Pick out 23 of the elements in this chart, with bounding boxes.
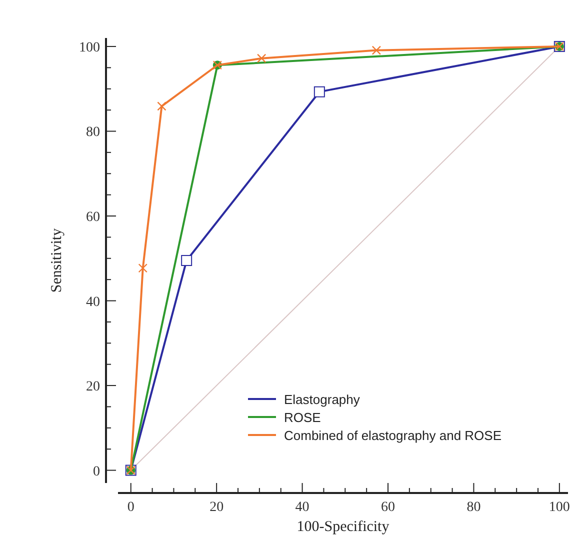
x-tick-label: 20 bbox=[210, 500, 224, 515]
point bbox=[256, 54, 266, 63]
x-tick-label: 80 bbox=[466, 500, 481, 515]
legend-label: Combined of elastography and ROSE bbox=[284, 428, 502, 443]
point bbox=[181, 255, 192, 266]
y-tick-label: 0 bbox=[93, 464, 100, 480]
legend-label: Elastography bbox=[284, 392, 360, 407]
point bbox=[314, 86, 325, 98]
y-tick-label: 40 bbox=[86, 294, 100, 310]
y-tick-label: 100 bbox=[79, 40, 100, 56]
y-tick-label: 20 bbox=[86, 380, 100, 395]
y-tick-label: 80 bbox=[86, 125, 100, 140]
point bbox=[372, 46, 382, 55]
legend-label: ROSE bbox=[284, 410, 322, 425]
point bbox=[157, 102, 166, 111]
x-tick-label: 40 bbox=[295, 500, 310, 515]
y-axis-title: Sensitivity bbox=[49, 228, 65, 293]
x-tick-label: 60 bbox=[381, 500, 395, 515]
x-tick-label: 100 bbox=[548, 500, 570, 515]
point bbox=[138, 264, 148, 273]
y-tick-label: 60 bbox=[86, 210, 100, 225]
x-axis-title: 100-Specificity bbox=[296, 519, 390, 535]
x-tick-label: 0 bbox=[127, 500, 134, 515]
